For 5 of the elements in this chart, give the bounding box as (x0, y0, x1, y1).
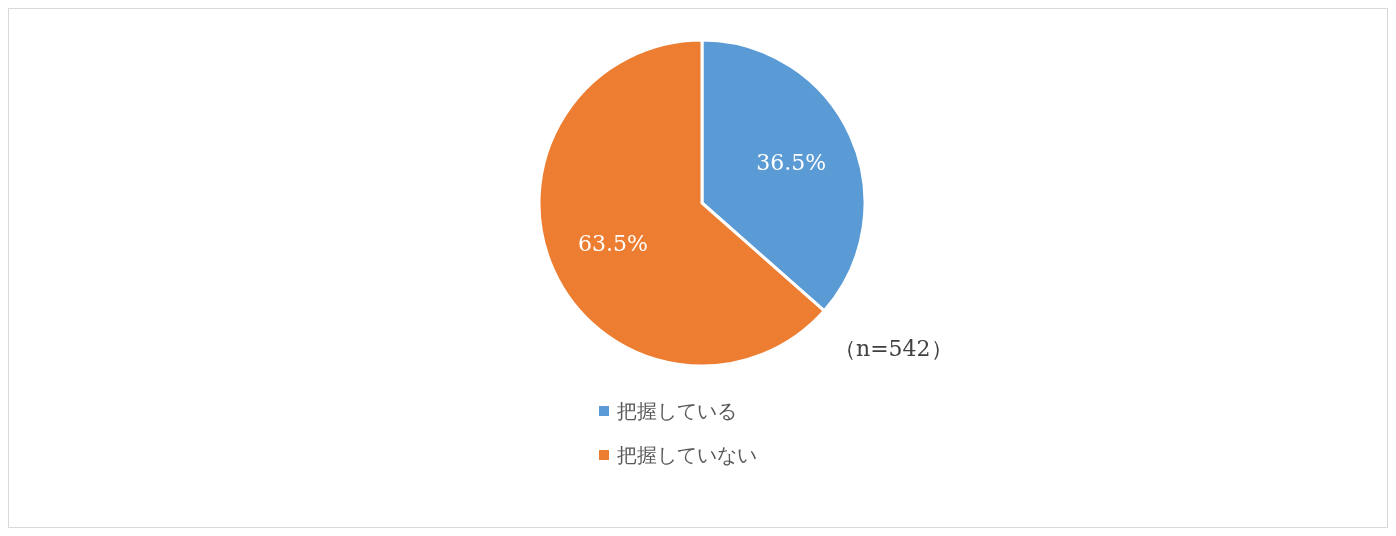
data-label: 36.5% (756, 150, 827, 176)
legend-label: 把握している (617, 397, 737, 425)
text: （n=542） (834, 335, 953, 363)
legend-label: 把握していない (617, 441, 757, 469)
data-label: 63.5% (577, 230, 648, 256)
